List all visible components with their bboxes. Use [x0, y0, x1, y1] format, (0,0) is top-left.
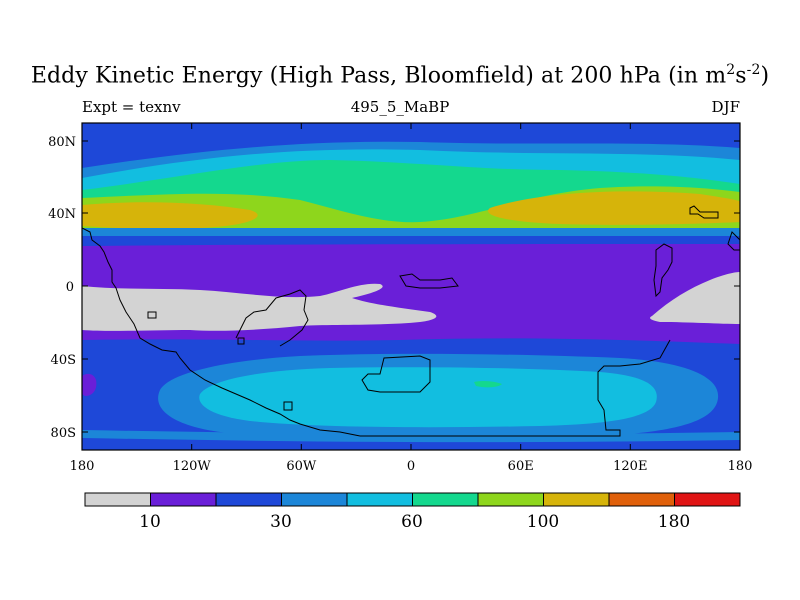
- colorbar-box: [543, 492, 610, 507]
- x-tick-label: 60W: [286, 459, 317, 474]
- experiment-label: Expt = texnv: [82, 98, 181, 116]
- contour-fill: [82, 202, 258, 229]
- colorbar-box: [412, 492, 479, 507]
- x-tick-label: 120E: [613, 459, 647, 474]
- y-tick-label: 80S: [51, 426, 76, 441]
- run-label: 495_5_MaBP: [350, 98, 450, 116]
- colorbar-box: [674, 492, 741, 507]
- coastline: [283, 401, 293, 411]
- colorbar-box: [608, 492, 675, 507]
- coastlines: [82, 205, 740, 437]
- contour-fill: [199, 367, 657, 428]
- x-tick-label: 60E: [508, 459, 534, 474]
- colorbar-box: [84, 492, 151, 507]
- coastline: [82, 227, 361, 437]
- y-tick-label: 40S: [51, 353, 76, 368]
- coastline: [237, 337, 245, 345]
- colorbar-box: [281, 492, 348, 507]
- contour-fill: [474, 380, 502, 388]
- contour-fill: [82, 373, 97, 396]
- colorbar-label: 60: [401, 512, 423, 532]
- y-tick-label: 0: [66, 280, 74, 295]
- x-tick-label: 180: [70, 459, 95, 474]
- colorbar: [84, 492, 741, 507]
- colorbar-box: [477, 492, 544, 507]
- contour-field: [82, 123, 740, 450]
- y-tick-label: 40N: [48, 207, 76, 222]
- coastline: [689, 205, 719, 219]
- contour-fill: [650, 272, 740, 324]
- colorbar-box: [150, 492, 217, 507]
- x-tick-label: 0: [407, 459, 415, 474]
- coastline: [399, 273, 459, 289]
- plot-title: Eddy Kinetic Energy (High Pass, Bloomfie…: [30, 62, 770, 89]
- colorbar-labels: 10 30 60 100 180: [139, 512, 690, 532]
- coastline: [147, 311, 157, 319]
- colorbar-label: 30: [270, 512, 292, 532]
- coastline: [361, 355, 431, 393]
- contour-fill: [82, 228, 740, 238]
- coastline: [653, 243, 673, 298]
- contour-fill: [82, 283, 437, 331]
- axis-ticks: [81, 123, 741, 450]
- colorbar-box: [215, 492, 282, 507]
- colorbar-label: 100: [527, 512, 559, 532]
- x-tick-label: 120W: [173, 459, 212, 474]
- coastline: [727, 231, 740, 251]
- x-tick-label: 180: [728, 459, 753, 474]
- colorbar-label: 180: [658, 512, 690, 532]
- colorbar-label: 10: [139, 512, 161, 532]
- colorbar-box: [346, 492, 413, 507]
- coastline: [235, 289, 309, 347]
- coastline: [360, 339, 671, 437]
- contour-fill: [488, 191, 740, 225]
- y-tick-label: 80N: [48, 135, 76, 150]
- season-label: DJF: [711, 98, 740, 116]
